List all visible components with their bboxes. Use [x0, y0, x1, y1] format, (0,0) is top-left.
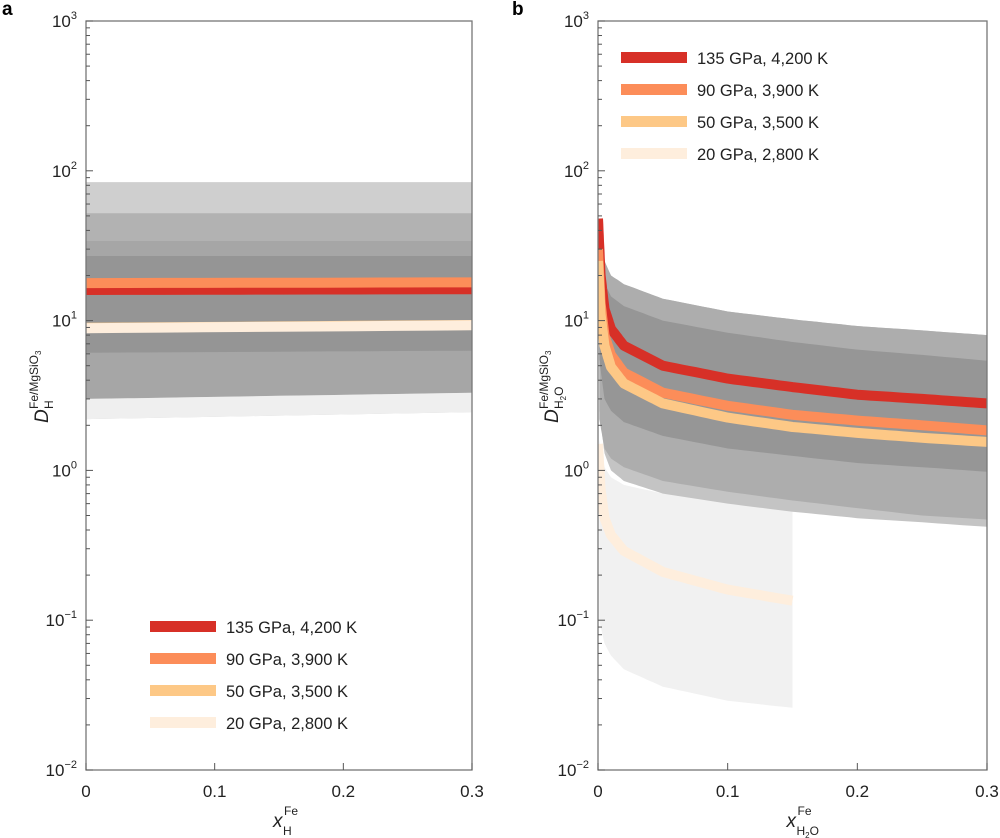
x-tick-label: 0.2 [846, 782, 870, 801]
legend-swatch [150, 653, 216, 664]
x-tick-label: 0 [81, 782, 90, 801]
legend: 135 GPa, 4,200 K 90 GPa, 3,900 K 50 GPa, 3… [150, 619, 357, 733]
x-tick-label: 0.2 [332, 782, 356, 801]
series-line-20-gpa-2-800-k [86, 320, 472, 334]
legend-label: 20 GPa, 2,800 K [697, 146, 819, 164]
series-line-90-gpa-3-900-k [86, 277, 472, 289]
uncertainty-band-0 [599, 439, 793, 708]
legend-swatch [150, 621, 216, 632]
x-axis-label-sub: H [283, 824, 292, 838]
plot-area [86, 182, 472, 420]
axes-frame [85, 20, 473, 771]
uncertainty-band-3 [599, 249, 987, 472]
y-tick-label: 102 [52, 160, 77, 181]
x-axis-label-sup: Fe [798, 804, 812, 818]
legend-label: 135 GPa, 4,200 K [697, 50, 828, 68]
y-tick-label: 101 [52, 310, 77, 331]
y-tick-label: 102 [564, 160, 589, 181]
x-axis-label: x [786, 811, 798, 832]
legend-swatch [150, 717, 216, 728]
panel-a-label: a [2, 0, 13, 20]
y-axis-label-main: D [542, 409, 563, 423]
y-tick-label: 100 [564, 459, 589, 480]
series-line-135-gpa-4-200-k [86, 284, 472, 295]
y-tick-label: 103 [52, 10, 77, 31]
legend-label: 50 GPa, 3,500 K [697, 114, 819, 132]
axes-frame [597, 20, 988, 771]
legend-label: 90 GPa, 3,900 K [697, 82, 819, 100]
legend-swatch [621, 116, 687, 127]
legend-swatch [621, 52, 687, 63]
legend-label: 90 GPa, 3,900 K [226, 651, 348, 669]
x-tick-label: 0 [593, 782, 602, 801]
uncertainty-band-3 [86, 256, 472, 353]
plot-area [598, 218, 987, 708]
y-axis-label-sub: H2O [552, 387, 568, 409]
legend-swatch [621, 84, 687, 95]
x-axis-label-sup: Fe [284, 804, 298, 818]
legend-label: 135 GPa, 4,200 K [226, 619, 357, 637]
y-axis-label-sub: H [42, 400, 56, 409]
y-tick-label: 10−2 [46, 759, 77, 780]
y-axis-label-sup: Fe/MgSiO3 [27, 350, 43, 409]
x-axis-label-sub: H2O [797, 824, 819, 838]
y-tick-label: 10−1 [46, 609, 77, 630]
x-tick-label: 0.3 [975, 782, 999, 801]
legend-label: 50 GPa, 3,500 K [226, 683, 348, 701]
y-axis-label-sup: Fe/MgSiO3 [537, 350, 553, 409]
uncertainty-band-4 [86, 392, 472, 420]
legend: 135 GPa, 4,200 K 90 GPa, 3,900 K 50 GPa, 3… [621, 50, 828, 164]
y-tick-label: 10−2 [558, 759, 589, 780]
legend-swatch [621, 148, 687, 159]
y-tick-label: 101 [564, 310, 589, 331]
x-tick-label: 0.3 [460, 782, 484, 801]
legend-swatch [150, 685, 216, 696]
panel-b-label: b [512, 0, 524, 20]
y-tick-label: 103 [564, 10, 589, 31]
x-tick-label: 0.1 [203, 782, 227, 801]
series-line-50-gpa-3-500-k [598, 260, 987, 447]
y-tick-label: 100 [52, 459, 77, 480]
y-tick-label: 10−1 [558, 609, 589, 630]
x-tick-label: 0.1 [716, 782, 740, 801]
x-axis-label: x [272, 811, 284, 832]
y-axis-label-main: D [32, 409, 53, 423]
legend-label: 20 GPa, 2,800 K [226, 715, 348, 733]
